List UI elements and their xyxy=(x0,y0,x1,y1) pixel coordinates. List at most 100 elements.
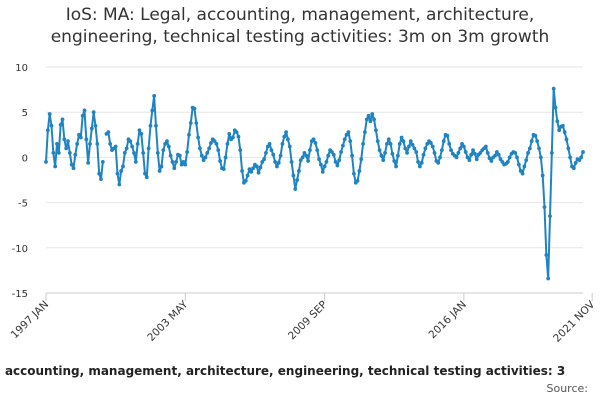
data-point xyxy=(447,141,452,146)
data-point xyxy=(405,150,409,155)
data-point xyxy=(262,157,266,162)
data-point xyxy=(227,132,232,136)
x-tick-label: 2009 SEP xyxy=(286,299,330,343)
data-point xyxy=(113,144,118,149)
data-point xyxy=(86,160,91,165)
data-point xyxy=(577,158,582,163)
data-point xyxy=(416,160,420,164)
chart-title-line-1: IoS: MA: Legal, accounting, management, … xyxy=(65,5,535,25)
data-point xyxy=(421,152,426,157)
data-point xyxy=(71,166,76,171)
data-point xyxy=(375,139,380,144)
x-tick-label: 2016 JAN xyxy=(427,299,469,341)
data-point xyxy=(177,153,182,158)
data-point xyxy=(289,160,294,164)
data-point xyxy=(581,150,585,154)
data-point xyxy=(392,159,397,163)
data-point xyxy=(122,150,127,155)
data-point xyxy=(439,148,444,153)
data-point xyxy=(370,112,375,116)
data-point xyxy=(124,146,129,151)
data-point xyxy=(571,166,576,171)
data-point xyxy=(538,155,543,160)
data-point xyxy=(374,128,378,133)
data-point xyxy=(258,165,263,170)
data-point xyxy=(198,146,202,151)
data-point xyxy=(49,123,54,128)
data-point xyxy=(317,157,321,162)
x-tick-label: 2021 NOV xyxy=(551,298,598,345)
data-point xyxy=(542,205,547,210)
data-point xyxy=(55,141,59,146)
data-point xyxy=(311,137,316,142)
data-point xyxy=(465,155,470,160)
data-point xyxy=(51,150,56,155)
data-point xyxy=(445,133,450,138)
data-point xyxy=(282,134,287,139)
data-point xyxy=(568,155,573,160)
data-point xyxy=(238,148,243,153)
data-point xyxy=(460,141,464,146)
data-point xyxy=(93,123,98,128)
data-point xyxy=(154,123,158,128)
data-point xyxy=(341,143,345,148)
data-point xyxy=(297,169,301,173)
data-point xyxy=(537,146,541,151)
gridlines xyxy=(46,66,583,294)
data-point xyxy=(487,156,492,161)
data-point xyxy=(141,150,146,155)
data-point xyxy=(119,169,124,173)
data-point xyxy=(331,152,336,157)
data-point xyxy=(108,141,113,146)
data-point xyxy=(401,139,406,144)
series-line xyxy=(45,87,584,280)
data-point xyxy=(97,171,102,176)
data-point xyxy=(234,130,239,134)
data-point xyxy=(181,160,186,164)
data-point xyxy=(557,128,562,133)
data-point xyxy=(412,146,417,151)
data-point xyxy=(185,150,190,154)
data-point xyxy=(379,153,384,158)
data-point xyxy=(308,148,312,153)
data-point xyxy=(89,126,94,131)
data-point xyxy=(395,153,400,158)
data-point xyxy=(529,139,534,144)
data-point xyxy=(82,108,87,113)
data-point xyxy=(276,160,281,165)
data-point xyxy=(249,169,254,174)
data-point xyxy=(456,150,461,155)
data-point xyxy=(287,144,292,149)
data-point xyxy=(223,155,228,160)
data-point xyxy=(132,150,136,155)
x-tick-label: 2003 MAY xyxy=(145,298,191,344)
data-point xyxy=(526,150,530,155)
data-point xyxy=(516,162,521,167)
data-point xyxy=(115,171,120,176)
data-point xyxy=(236,134,241,139)
data-point xyxy=(414,150,419,154)
data-point xyxy=(56,150,61,155)
data-point xyxy=(494,150,499,154)
data-point xyxy=(295,178,299,182)
data-point xyxy=(64,146,69,151)
data-point xyxy=(469,152,474,157)
data-point xyxy=(560,123,565,128)
data-point xyxy=(337,158,342,163)
data-point xyxy=(99,177,103,182)
data-point xyxy=(44,160,48,164)
data-point xyxy=(201,158,206,163)
data-point xyxy=(273,160,277,164)
data-point xyxy=(45,128,50,133)
data-point xyxy=(408,139,413,144)
data-point xyxy=(53,164,58,169)
data-point xyxy=(458,146,463,151)
chart-title-line-2: engineering, technical testing activitie… xyxy=(50,27,550,47)
data-point xyxy=(247,167,252,172)
data-point xyxy=(170,160,175,164)
data-point xyxy=(214,141,219,146)
data-point xyxy=(430,144,435,149)
data-point xyxy=(348,139,353,144)
data-point xyxy=(196,135,201,140)
